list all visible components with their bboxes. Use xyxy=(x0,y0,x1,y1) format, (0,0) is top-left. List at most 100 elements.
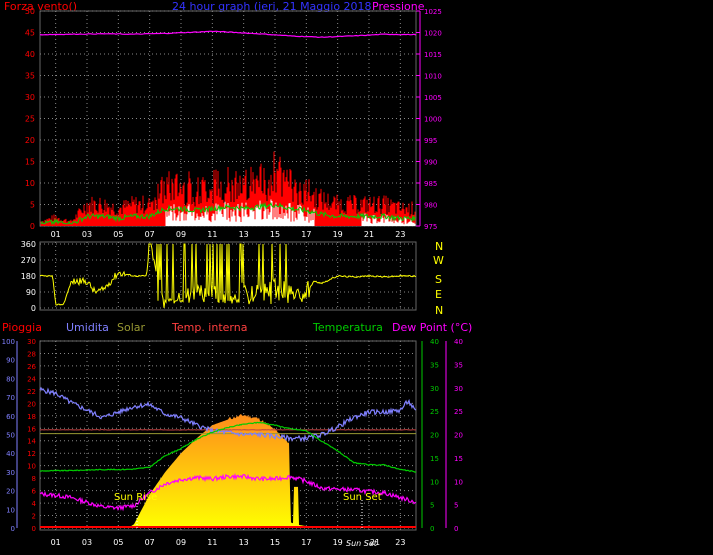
dew-y-tick-label: 40 xyxy=(454,338,463,346)
dew-point-label: Dew Point (°C) xyxy=(392,321,472,334)
wind-y-tick-label: 30 xyxy=(25,93,35,102)
rain-y-tick-label: 8 xyxy=(32,475,36,483)
temp-y-tick-label: 5 xyxy=(430,502,434,510)
humidity-y-tick-label: 0 xyxy=(11,525,15,533)
humidity-line xyxy=(39,386,417,443)
temperature-line xyxy=(39,421,417,473)
compass-label-s: S xyxy=(435,273,442,286)
temp-y-tick-label: 20 xyxy=(430,432,439,440)
wind-x-tick-label: 23 xyxy=(395,230,405,239)
wind-x-tick-label: 21 xyxy=(364,230,374,239)
humidity-y-tick-label: 70 xyxy=(6,394,15,402)
direction-y-tick-label: 0 xyxy=(31,304,36,313)
dew-y-tick-label: 0 xyxy=(454,525,458,533)
solar-area xyxy=(40,414,416,528)
wind-title: Forza vento() xyxy=(4,0,77,13)
direction-y-tick-label: 90 xyxy=(26,288,36,297)
pressure-y-tick-label: 1015 xyxy=(424,51,442,59)
temp-y-tick-label: 10 xyxy=(430,478,439,486)
rain-y-tick-label: 18 xyxy=(27,413,36,421)
humidity-y-tick-label: 40 xyxy=(6,450,15,458)
wind-y-tick-label: 35 xyxy=(25,72,35,81)
dew-point-line xyxy=(39,472,416,512)
sun-set-label: Sun Set xyxy=(343,492,382,503)
rain-y-tick-label: 2 xyxy=(32,513,36,521)
weather-x-tick-label: 21 xyxy=(370,538,380,547)
fill-layer xyxy=(40,151,416,528)
temperature-label: Temperatura xyxy=(312,321,383,334)
humidity-y-tick-label: 20 xyxy=(6,488,15,496)
direction-y-tick-label: 270 xyxy=(21,256,36,265)
rain-label: Pioggia xyxy=(2,321,42,334)
wind-y-tick-label: 20 xyxy=(25,136,35,145)
rain-y-tick-label: 28 xyxy=(27,350,36,358)
wind-y-tick-label: 50 xyxy=(25,7,35,16)
humidity-y-tick-label: 50 xyxy=(6,432,15,440)
temp-y-tick-label: 30 xyxy=(430,385,439,393)
wind-x-tick-label: 13 xyxy=(239,230,249,239)
dew-y-tick-label: 5 xyxy=(454,502,458,510)
weather-x-tick-label: 09 xyxy=(176,538,186,547)
rain-y-tick-label: 16 xyxy=(27,425,36,433)
temp-y-tick-label: 35 xyxy=(430,361,439,369)
pressure-line xyxy=(39,30,417,39)
series-labels: Pioggia Umidita Solar Temp. interna Temp… xyxy=(2,321,472,334)
dew-y-tick-label: 35 xyxy=(454,361,463,369)
dew-y-tick-label: 15 xyxy=(454,455,463,463)
humidity-label: Umidita xyxy=(66,321,109,334)
temp-int-line xyxy=(39,429,417,431)
wind-x-tick-label: 19 xyxy=(333,230,343,239)
weather-x-tick-label: 23 xyxy=(395,538,405,547)
rain-y-tick-label: 4 xyxy=(32,500,37,508)
wind-y-tick-label: 0 xyxy=(30,222,35,231)
wind-x-tick-label: 17 xyxy=(301,230,311,239)
weather-x-tick-label: 05 xyxy=(113,538,123,547)
direction-y-tick-label: 360 xyxy=(21,240,36,249)
weather-x-tick-label: 03 xyxy=(82,538,92,547)
wind-x-tick-label: 07 xyxy=(145,230,155,239)
sun-rise-label: Sun Rise xyxy=(114,492,157,503)
pressure-y-tick-label: 975 xyxy=(424,223,437,231)
pressure-y-tick-label: 980 xyxy=(424,202,437,210)
rain-y-tick-label: 26 xyxy=(27,363,36,371)
dew-y-tick-label: 10 xyxy=(454,478,463,486)
weather-x-tick-label: 01 xyxy=(51,538,61,547)
chart-title: 24 hour graph (ieri, 21 Maggio 2018 xyxy=(172,0,372,13)
wind-x-tick-label: 15 xyxy=(270,230,280,239)
wind-x-tick-label: 11 xyxy=(207,230,217,239)
temp-y-tick-label: 25 xyxy=(430,408,439,416)
pressure-y-tick-label: 1000 xyxy=(424,116,442,124)
wind-x-tick-label: 01 xyxy=(51,230,61,239)
axis-layer: 0101030305050707090911111313151517171919… xyxy=(2,7,463,547)
temp-y-tick-label: 40 xyxy=(430,338,439,346)
dew-y-tick-label: 30 xyxy=(454,385,463,393)
compass-label-n-top: N xyxy=(435,240,443,253)
pressure-y-tick-label: 1025 xyxy=(424,8,442,16)
humidity-y-tick-label: 10 xyxy=(6,506,15,514)
rain-y-tick-label: 20 xyxy=(27,400,36,408)
solar-label: Solar xyxy=(117,321,146,334)
compass-label-e: E xyxy=(435,288,442,301)
pressure-y-tick-label: 1010 xyxy=(424,73,442,81)
rain-y-tick-label: 30 xyxy=(27,338,36,346)
wind-y-tick-label: 45 xyxy=(25,29,35,38)
temp-int-label: Temp. interna xyxy=(171,321,247,334)
direction-y-tick-label: 180 xyxy=(21,272,36,281)
rain-y-tick-label: 12 xyxy=(27,450,36,458)
direction-line xyxy=(40,243,417,308)
sun-set-tick-label: Sun Set xyxy=(346,539,378,548)
rain-y-tick-label: 0 xyxy=(32,525,36,533)
line-layer xyxy=(39,30,417,528)
compass-label-n-bottom: N xyxy=(435,304,443,317)
pressure-title: Pressione xyxy=(372,0,425,13)
wind-mean-line xyxy=(40,201,416,226)
wind-y-tick-label: 25 xyxy=(25,115,35,124)
weather-x-tick-label: 19 xyxy=(333,538,343,547)
humidity-y-tick-label: 60 xyxy=(6,413,15,421)
wind-x-tick-label: 03 xyxy=(82,230,92,239)
wind-x-tick-label: 09 xyxy=(176,230,186,239)
rain-y-tick-label: 14 xyxy=(27,438,36,446)
rain-y-tick-label: 10 xyxy=(27,463,36,471)
rain-y-tick-label: 22 xyxy=(27,388,36,396)
rain-y-tick-label: 24 xyxy=(27,375,36,383)
